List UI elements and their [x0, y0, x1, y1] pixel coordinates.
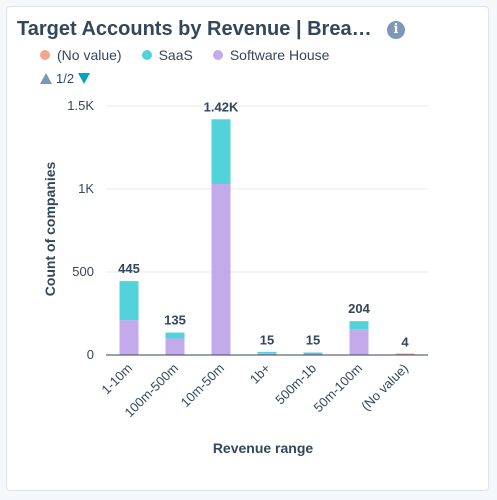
bar-software-house-1-10m — [119, 320, 139, 355]
legend-item-saas[interactable]: SaaS — [141, 47, 193, 63]
legend: (No value) SaaS Software House — [40, 47, 329, 63]
y-tick-label: 1K — [78, 181, 94, 196]
x-tick-label: 1-10m — [98, 361, 135, 398]
data-label: 204 — [348, 301, 370, 316]
bar-saas-1-10m — [119, 281, 139, 321]
triangle-down-icon[interactable] — [78, 73, 91, 84]
y-tick-label: 0 — [87, 347, 94, 362]
data-label: 15 — [306, 333, 320, 348]
legend-label-software-house: Software House — [229, 47, 330, 63]
bar-saas-500m-1b — [303, 352, 323, 355]
data-label: 445 — [118, 261, 140, 276]
legend-dot-saas — [141, 50, 152, 60]
bar-software-house-1b — [257, 353, 277, 355]
data-label: 135 — [164, 313, 186, 328]
pager-label: 1/2 — [56, 71, 75, 86]
y-tick-label: 1.5K — [67, 98, 94, 113]
legend-dot-software-house — [212, 50, 223, 60]
y-axis-title: Count of companies — [42, 162, 58, 297]
x-tick-label: 1b+ — [247, 361, 273, 387]
legend-label-saas: SaaS — [158, 47, 193, 63]
bar-software-house-50m-100m — [349, 329, 369, 355]
y-tick-label: 500 — [72, 264, 94, 279]
legend-dot-no-value — [40, 50, 50, 60]
bar-saas-1b — [257, 351, 277, 354]
bar-saas-100m-500m — [165, 332, 185, 339]
bar-software-house-100m-500m — [165, 338, 185, 355]
legend-item-software-house[interactable]: Software House — [212, 47, 330, 63]
data-label: 1.42K — [204, 99, 239, 114]
x-axis-title: Revenue range — [213, 440, 314, 456]
bar-no-value-no-value — [395, 353, 415, 355]
chart-title: Target Accounts by Revenue | Brea… — [17, 18, 372, 40]
legend-label-no-value: (No value) — [57, 47, 122, 63]
bar-software-house-500m-1b — [303, 353, 323, 355]
x-tick-label: (No value) — [358, 361, 411, 414]
bar-software-house-10m-50m — [211, 184, 231, 355]
chart-card — [6, 6, 489, 491]
bar-saas-50m-100m — [349, 321, 369, 330]
x-tick-label: 500m-1b — [272, 361, 319, 408]
info-icon[interactable]: i — [387, 21, 405, 39]
data-label: 15 — [260, 333, 274, 348]
x-tick-label: 10m-50m — [178, 361, 227, 410]
triangle-up-icon[interactable] — [40, 73, 52, 84]
data-label: 4 — [401, 334, 409, 349]
bar-saas-10m-50m — [211, 119, 231, 185]
legend-pager: 1/2 — [40, 71, 91, 86]
legend-item-no-value[interactable]: (No value) — [40, 47, 122, 63]
x-tick-label: 50m-100m — [311, 361, 366, 416]
